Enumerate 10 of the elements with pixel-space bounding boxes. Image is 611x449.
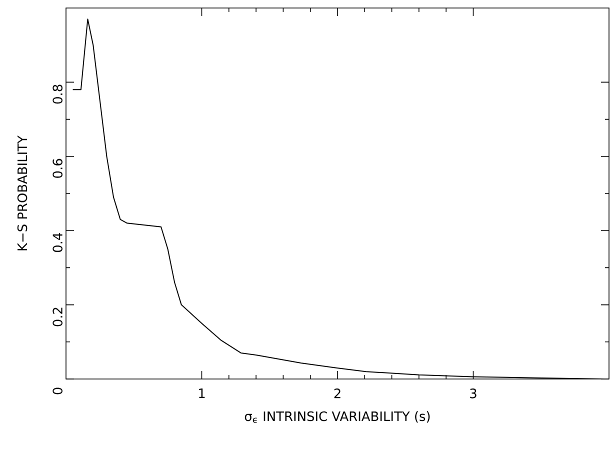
x-axis-title: σ$_{ϵ}$ INTRINSIC VARIABILITY (s)	[244, 411, 430, 423]
y-tick-label: 0.4	[52, 233, 62, 252]
y-tick-label: 0.2	[52, 308, 62, 326]
x-tick-label: 1	[199, 388, 205, 398]
y-tick-label: 0.6	[52, 158, 62, 178]
y-axis-title: K−S PROBABILITY	[17, 135, 28, 250]
y-tick-label: 0	[52, 388, 62, 394]
y-tick-label: 0.8	[52, 84, 62, 104]
x-tick-label: 2	[334, 388, 340, 398]
x-tick-label: 3	[470, 388, 476, 398]
